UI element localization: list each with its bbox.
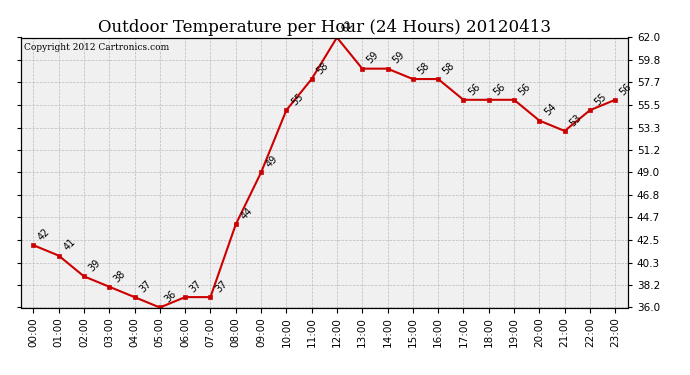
Text: 62: 62 bbox=[339, 19, 355, 35]
Text: 58: 58 bbox=[315, 60, 331, 76]
Text: 58: 58 bbox=[441, 60, 457, 76]
Text: 41: 41 bbox=[61, 237, 77, 253]
Text: 53: 53 bbox=[567, 112, 583, 128]
Text: 49: 49 bbox=[264, 154, 279, 170]
Text: 59: 59 bbox=[391, 50, 406, 66]
Text: 38: 38 bbox=[112, 268, 128, 284]
Text: 59: 59 bbox=[365, 50, 381, 66]
Text: 42: 42 bbox=[36, 226, 52, 242]
Title: Outdoor Temperature per Hour (24 Hours) 20120413: Outdoor Temperature per Hour (24 Hours) … bbox=[98, 19, 551, 36]
Text: 55: 55 bbox=[593, 92, 609, 107]
Text: 37: 37 bbox=[188, 279, 204, 294]
Text: 56: 56 bbox=[491, 81, 507, 97]
Text: 55: 55 bbox=[289, 92, 305, 107]
Text: 56: 56 bbox=[618, 81, 634, 97]
Text: 56: 56 bbox=[466, 81, 482, 97]
Text: 56: 56 bbox=[517, 81, 533, 97]
Text: 54: 54 bbox=[542, 102, 558, 118]
Text: 37: 37 bbox=[137, 279, 153, 294]
Text: Copyright 2012 Cartronics.com: Copyright 2012 Cartronics.com bbox=[23, 43, 169, 52]
Text: 36: 36 bbox=[163, 289, 178, 305]
Text: 39: 39 bbox=[87, 258, 102, 274]
Text: 44: 44 bbox=[239, 206, 254, 222]
Text: 58: 58 bbox=[415, 60, 431, 76]
Text: 37: 37 bbox=[213, 279, 229, 294]
